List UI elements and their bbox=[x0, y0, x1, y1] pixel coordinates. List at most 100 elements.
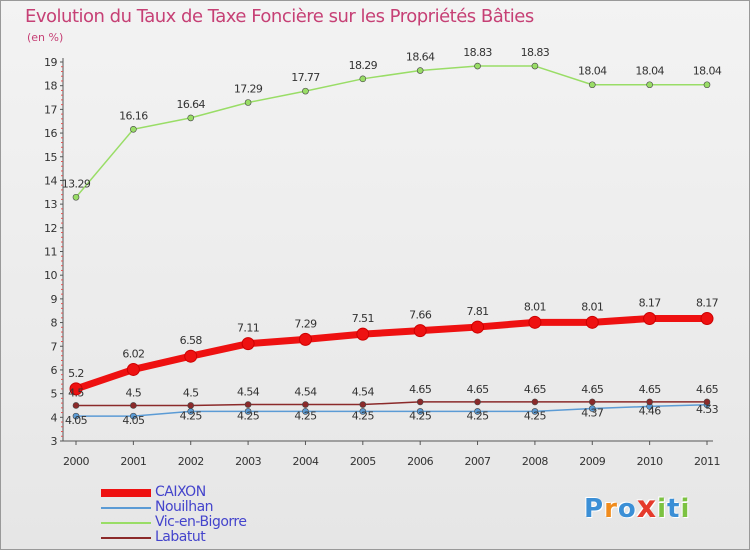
y-tick-label: 10 bbox=[44, 269, 57, 282]
data-point-labatut bbox=[130, 402, 137, 409]
data-label-labatut: 4.65 bbox=[639, 383, 662, 396]
data-point-vic-en-bigorre bbox=[130, 125, 137, 133]
logo-letter: i bbox=[680, 494, 691, 524]
data-point-labatut bbox=[531, 398, 539, 406]
y-tick-label: 17 bbox=[44, 103, 57, 116]
data-point-vic-en-bigorre bbox=[187, 114, 195, 122]
legend-swatch bbox=[101, 507, 151, 509]
legend-label: Nouilhan bbox=[155, 499, 214, 515]
data-label-caixon: 8.01 bbox=[524, 300, 546, 313]
data-point-labatut bbox=[646, 398, 653, 406]
x-tick-label: 2006 bbox=[407, 455, 433, 468]
series-line-caixon bbox=[74, 315, 707, 393]
legend-swatch bbox=[101, 489, 151, 497]
data-point-caixon bbox=[184, 349, 198, 363]
y-tick-label: 15 bbox=[44, 151, 57, 164]
data-point-nouilhan bbox=[130, 412, 137, 420]
data-point-vic-en-bigorre bbox=[302, 87, 309, 95]
data-point-vic-en-bigorre bbox=[244, 99, 252, 106]
data-point-nouilhan bbox=[588, 405, 596, 412]
data-point-labatut bbox=[588, 398, 596, 406]
x-tick-label: 2009 bbox=[579, 455, 605, 468]
data-point-caixon bbox=[241, 337, 255, 351]
data-label-caixon: 7.81 bbox=[466, 305, 488, 318]
data-point-labatut bbox=[416, 398, 424, 406]
x-tick-label: 2004 bbox=[292, 455, 318, 468]
x-tick-label: 2000 bbox=[63, 455, 89, 468]
data-label-nouilhan: 4.25 bbox=[237, 409, 260, 422]
data-point-caixon bbox=[413, 324, 427, 338]
data-label-vic-en-bigorre: 16.64 bbox=[176, 98, 205, 111]
x-tick-label: 2011 bbox=[694, 455, 720, 468]
data-point-vic-en-bigorre bbox=[359, 75, 367, 83]
data-label-caixon: 7.51 bbox=[352, 312, 374, 325]
data-point-nouilhan bbox=[244, 408, 252, 415]
data-point-caixon bbox=[528, 315, 542, 329]
legend-label: CAIXON bbox=[155, 484, 206, 500]
data-label-nouilhan: 4.25 bbox=[524, 409, 547, 422]
data-point-labatut bbox=[474, 398, 481, 406]
data-label-vic-en-bigorre: 17.77 bbox=[291, 71, 320, 84]
y-tick-label: 18 bbox=[44, 80, 57, 93]
proxiti-logo: Proxiti bbox=[584, 490, 690, 525]
data-label-nouilhan: 4.25 bbox=[409, 409, 432, 422]
chart-title: Evolution du Taux de Taxe Foncière sur l… bbox=[25, 6, 534, 27]
data-point-caixon bbox=[356, 327, 370, 341]
legend-label: Vic-en-Bigorre bbox=[155, 514, 247, 530]
logo-letter: o bbox=[617, 494, 637, 524]
data-label-labatut: 4.65 bbox=[696, 383, 719, 396]
data-point-labatut bbox=[359, 401, 367, 408]
data-label-caixon: 5.2 bbox=[68, 367, 84, 380]
y-tick-label: 16 bbox=[44, 127, 57, 140]
y-tick-label: 11 bbox=[44, 246, 57, 259]
data-label-caixon: 7.11 bbox=[237, 322, 259, 335]
x-tick-label: 2001 bbox=[120, 455, 146, 468]
data-point-caixon bbox=[126, 362, 140, 376]
data-label-nouilhan: 4.25 bbox=[180, 409, 203, 422]
x-tick-label: 2005 bbox=[350, 455, 376, 468]
data-point-labatut bbox=[703, 398, 711, 406]
data-label-vic-en-bigorre: 18.04 bbox=[693, 65, 722, 78]
data-label-caixon: 8.17 bbox=[696, 297, 719, 310]
data-label-labatut: 4.54 bbox=[352, 386, 375, 399]
x-tick-label: 2010 bbox=[637, 455, 663, 468]
y-tick-label: 12 bbox=[44, 222, 57, 235]
legend-label: Labatut bbox=[155, 529, 206, 545]
data-label-vic-en-bigorre: 18.83 bbox=[463, 46, 492, 59]
data-label-labatut: 4.65 bbox=[466, 383, 489, 396]
data-point-caixon bbox=[298, 332, 312, 346]
data-point-nouilhan bbox=[359, 408, 367, 415]
data-point-labatut bbox=[72, 402, 80, 409]
data-label-caixon: 8.01 bbox=[581, 300, 603, 313]
data-label-caixon: 6.02 bbox=[122, 347, 144, 360]
data-label-vic-en-bigorre: 18.04 bbox=[635, 65, 664, 78]
x-tick-label: 2002 bbox=[178, 455, 204, 468]
logo-letter: t bbox=[667, 494, 681, 524]
y-tick-label: 13 bbox=[44, 198, 57, 211]
data-label-vic-en-bigorre: 18.04 bbox=[578, 65, 607, 78]
x-tick-label: 2008 bbox=[522, 455, 548, 468]
data-label-labatut: 4.5 bbox=[183, 386, 199, 399]
data-point-vic-en-bigorre bbox=[416, 67, 424, 74]
data-label-vic-en-bigorre: 16.16 bbox=[119, 109, 148, 122]
data-label-nouilhan: 4.25 bbox=[294, 409, 317, 422]
data-label-vic-en-bigorre: 18.83 bbox=[521, 46, 550, 59]
data-point-vic-en-bigorre bbox=[703, 81, 711, 89]
data-point-caixon bbox=[471, 320, 485, 334]
data-point-labatut bbox=[244, 401, 252, 408]
series-line-nouilhan bbox=[76, 404, 708, 417]
data-label-labatut: 4.65 bbox=[409, 383, 432, 396]
data-label-nouilhan: 4.37 bbox=[581, 407, 604, 420]
logo-letter: x bbox=[636, 490, 658, 525]
data-point-caixon bbox=[69, 382, 83, 396]
data-label-labatut: 4.65 bbox=[524, 383, 547, 396]
data-label-labatut: 4.65 bbox=[581, 383, 604, 396]
data-point-vic-en-bigorre bbox=[588, 81, 596, 89]
data-label-nouilhan: 4.53 bbox=[696, 403, 719, 416]
data-label-nouilhan: 4.46 bbox=[639, 404, 662, 417]
legend-swatch bbox=[101, 522, 151, 524]
data-label-caixon: 7.66 bbox=[409, 309, 432, 322]
y-tick-label: 14 bbox=[44, 174, 57, 187]
y-tick-label: 3 bbox=[51, 435, 58, 448]
